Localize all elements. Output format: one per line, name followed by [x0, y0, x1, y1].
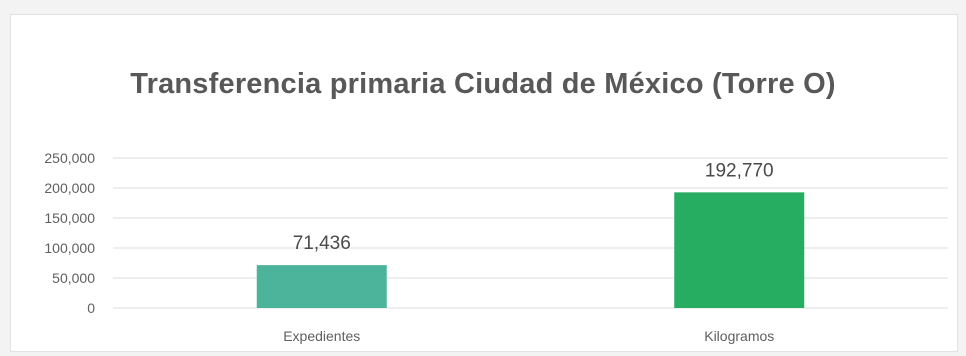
y-tick-label: 200,000 — [44, 180, 95, 196]
y-tick-label: 250,000 — [44, 150, 95, 166]
y-tick-label: 50,000 — [52, 270, 95, 286]
y-tick-label: 0 — [87, 300, 95, 316]
y-tick-label: 150,000 — [44, 210, 95, 226]
bar-kilogramos — [674, 192, 805, 308]
y-tick-label: 100,000 — [44, 240, 95, 256]
data-label: 71,436 — [293, 233, 351, 254]
x-category-label: Kilogramos — [704, 328, 774, 344]
x-category-label: Expedientes — [283, 328, 360, 344]
chart-title: Transferencia primaria Ciudad de México … — [130, 68, 836, 100]
bar-expedientes — [256, 265, 387, 308]
data-label: 192,770 — [705, 160, 774, 181]
